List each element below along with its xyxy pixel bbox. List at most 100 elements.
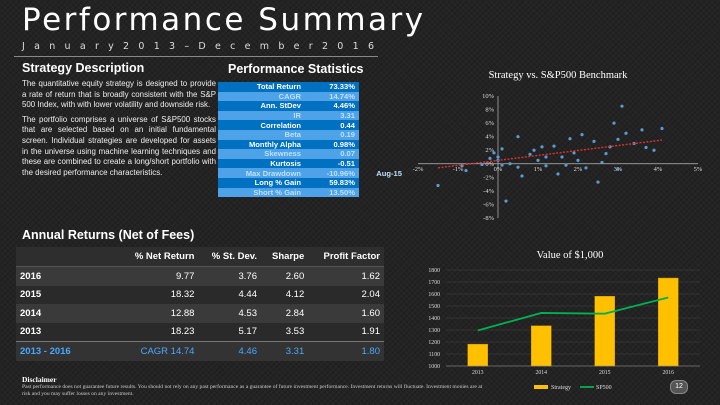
- scatter-y-tick: -2%: [483, 174, 494, 181]
- returns-column-header: % St. Dev.: [198, 247, 261, 267]
- bar-y-tick: 1300: [428, 328, 440, 334]
- bar-y-tick: 1600: [428, 292, 440, 298]
- scatter-point: [516, 135, 520, 139]
- returns-cell: 9.77: [119, 266, 199, 286]
- scatter-point: [604, 152, 608, 156]
- returns-cell: 2013: [16, 322, 119, 342]
- returns-column-header: [16, 247, 119, 267]
- scatter-point: [652, 148, 656, 152]
- scatter-point: [436, 183, 440, 188]
- scatter-x-tick: 1%: [534, 166, 543, 173]
- date-range-char: e: [214, 41, 221, 52]
- stats-label: Ann. StDev: [218, 101, 304, 111]
- returns-cell: 3.76: [198, 266, 261, 286]
- stats-label: Long % Gain: [218, 177, 304, 188]
- scatter-point: [568, 137, 572, 141]
- returns-cell: 2014: [16, 304, 119, 323]
- returns-cell: 2016: [16, 266, 119, 286]
- page-number: 12: [670, 380, 688, 394]
- bar-y-tick: 1700: [428, 280, 440, 286]
- scatter-point: [500, 163, 504, 167]
- date-range-char: u: [64, 41, 71, 52]
- stats-value: 14.74%: [304, 91, 359, 102]
- bar-x-tick: 2015: [599, 370, 611, 376]
- stats-value: 4.46%: [304, 101, 359, 111]
- scatter-x-tick: 0%: [494, 166, 503, 173]
- strategy-description: The quantitative equity strategy is desi…: [22, 79, 216, 182]
- date-range-char: c: [230, 41, 236, 52]
- date-range-char: 2: [321, 41, 329, 52]
- scatter-y-tick: 6%: [485, 120, 494, 127]
- bar-x-tick: 2014: [535, 370, 547, 376]
- date-range-char: J: [22, 41, 25, 52]
- date-range-char: 0: [337, 41, 344, 52]
- stats-label: Beta: [218, 129, 304, 140]
- bar-y-tick: 1000: [428, 364, 440, 370]
- date-range-char: a: [34, 41, 40, 52]
- scatter-point: [540, 145, 544, 149]
- date-range-char: –: [184, 41, 190, 52]
- returns-cell: 4.12: [261, 285, 309, 304]
- stats-extra: [359, 140, 405, 150]
- stats-row: Short % Gain 13.50%: [218, 187, 405, 198]
- scatter-y-tick: 2%: [485, 147, 494, 154]
- date-range-char: y: [108, 41, 114, 52]
- stats-row: Kurtosis -0.51: [218, 158, 405, 169]
- strategy-bar: [594, 296, 615, 367]
- strategy-bar: [467, 343, 488, 367]
- date-range-char: 0: [138, 41, 145, 52]
- scatter-point: [596, 180, 600, 184]
- returns-cell: 1.62: [308, 266, 384, 286]
- scatter-point: [660, 126, 664, 131]
- scatter-y-tick: -8%: [483, 215, 494, 222]
- scatter-point: [616, 137, 620, 141]
- returns-cell: 18.32: [119, 285, 199, 304]
- stats-label: Max Drawdown: [218, 168, 304, 178]
- stats-value: 0.98%: [304, 139, 359, 150]
- returns-total-cell: 4.46: [198, 341, 261, 361]
- returns-cell: 2.60: [261, 266, 309, 286]
- stats-extra: [359, 120, 405, 130]
- scatter-point: [464, 168, 468, 173]
- disclaimer-title: Disclaimer: [22, 375, 57, 384]
- returns-row: 2016 9.77 3.76 2.60 1.62: [16, 266, 384, 286]
- bar-x-tick: 2016: [662, 370, 674, 376]
- bar-y-tick: 1200: [428, 340, 440, 346]
- sp500-line: [477, 296, 669, 332]
- scatter-point: [612, 121, 616, 125]
- stats-row: Skewness 0.07: [218, 149, 405, 159]
- scatter-point: [532, 148, 536, 152]
- stats-extra: Aug-15: [376, 168, 402, 178]
- date-range-char: m: [259, 41, 270, 52]
- bar-y-tick: 1400: [428, 316, 440, 322]
- returns-total-row: 2013 - 2016 CAGR 14.74 4.46 3.31 1.80: [16, 341, 384, 361]
- stats-value: 59.83%: [304, 177, 359, 188]
- stats-extra: [359, 188, 405, 198]
- stats-extra: [359, 101, 405, 111]
- scatter-point: [516, 165, 520, 169]
- scatter-point: [580, 133, 584, 137]
- scatter-point: [480, 162, 484, 167]
- legend-sp500-label: SP500: [596, 385, 612, 391]
- scatter-point: [544, 164, 548, 168]
- scatter-x-tick: -1%: [453, 166, 464, 173]
- stats-row: Max Drawdown -10.96% Aug-15: [218, 168, 405, 178]
- disclaimer-text: Past performance does not guarantee futu…: [22, 384, 483, 397]
- stats-label: Kurtosis: [218, 158, 304, 169]
- scatter-point: [572, 151, 576, 155]
- stats-label: Total Return: [218, 82, 304, 92]
- scatter-y-tick: -6%: [483, 201, 494, 208]
- strategy-paragraph: The quantitative equity strategy is desi…: [22, 79, 216, 110]
- stats-value: 3.31: [304, 110, 359, 121]
- performance-stats-table: Total Return 73.33% CAGR 14.74% Ann. StDev 4.…: [218, 82, 405, 198]
- scatter-x-tick: 4%: [654, 166, 663, 173]
- scatter-point: [544, 155, 548, 159]
- returns-cell: 1.60: [308, 304, 384, 323]
- scatter-point: [508, 162, 512, 166]
- scatter-x-tick: 5%: [694, 166, 703, 173]
- returns-cell: 1.91: [308, 322, 384, 342]
- stats-row: Total Return 73.33%: [218, 82, 405, 92]
- date-range-char: r: [308, 41, 313, 52]
- date-range-char: 6: [367, 41, 374, 52]
- date-range-char: e: [244, 41, 251, 52]
